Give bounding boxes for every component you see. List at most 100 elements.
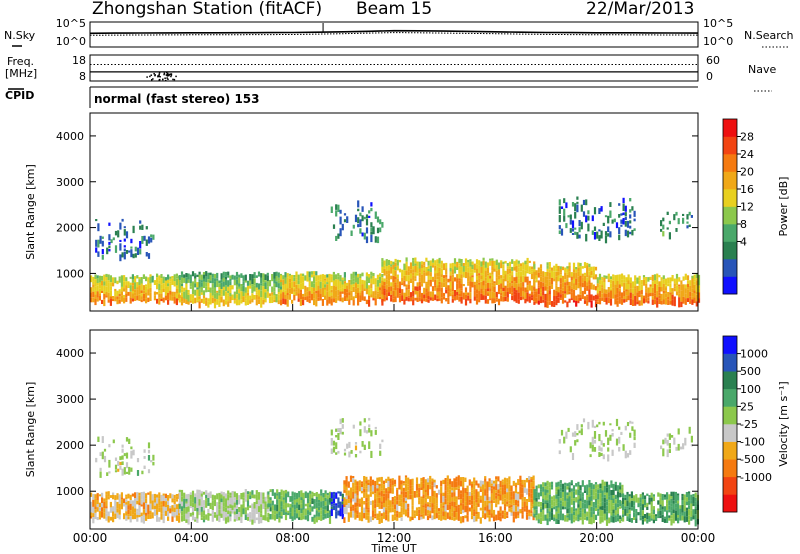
echo-cell	[311, 516, 314, 522]
echo-cell	[588, 482, 591, 488]
echo-cell	[612, 517, 615, 523]
echo-cell	[222, 492, 225, 497]
echo-cell	[658, 298, 661, 304]
echo-cell	[550, 512, 554, 520]
echo-cell	[677, 495, 680, 501]
echo-cell	[341, 499, 344, 502]
echo-cell	[171, 516, 174, 522]
echo-cell	[372, 278, 375, 285]
echo-cell	[131, 514, 134, 520]
echo-cell	[579, 283, 582, 287]
echo-cell	[357, 217, 360, 224]
echo-cell	[426, 513, 430, 516]
echo-cell	[209, 513, 212, 516]
echo-cell	[380, 496, 383, 502]
echo-cell	[423, 298, 426, 302]
echo-cell	[522, 262, 525, 270]
echo-cell	[467, 259, 470, 263]
echo-cell	[105, 280, 108, 287]
echo-cell	[273, 287, 276, 292]
echo-cell	[499, 513, 502, 517]
echo-cell	[354, 271, 357, 276]
echo-cell	[588, 289, 591, 292]
echo-cell	[508, 508, 511, 512]
echo-cell	[451, 298, 454, 303]
echo-cell	[639, 506, 642, 511]
echo-cell	[473, 506, 476, 510]
echo-cell	[140, 277, 143, 284]
echo-cell	[618, 447, 621, 452]
echo-cell	[429, 272, 432, 277]
echo-cell	[418, 281, 421, 286]
echo-cell	[519, 475, 522, 483]
echo-cell	[324, 513, 327, 519]
echo-cell	[555, 491, 558, 495]
nave-label: Nave	[748, 63, 777, 76]
echo-cell	[475, 514, 478, 517]
echo-cell	[200, 493, 203, 497]
echo-cell	[686, 289, 690, 294]
echo-cell	[668, 505, 671, 510]
echo-cell	[391, 480, 394, 485]
echo-cell	[356, 485, 359, 491]
echo-cell	[198, 499, 201, 506]
echo-cell	[101, 507, 104, 512]
echo-cell	[196, 501, 199, 508]
echo-cell	[546, 301, 549, 308]
echo-cell	[289, 507, 292, 513]
echo-cell	[218, 496, 221, 502]
echo-cell	[167, 274, 170, 280]
echo-cell	[579, 271, 582, 276]
echo-cell	[341, 284, 344, 288]
echo-cell	[295, 289, 298, 292]
echo-cell	[266, 506, 269, 509]
echo-cell	[459, 511, 463, 514]
echo-cell	[387, 491, 390, 494]
echo-cell	[120, 502, 123, 510]
echo-cell	[326, 499, 329, 506]
echo-cell	[651, 296, 654, 300]
echo-cell	[244, 514, 247, 520]
echo-cell	[553, 271, 556, 279]
echo-cell	[116, 495, 119, 500]
echo-cell	[96, 278, 99, 283]
echo-cell	[459, 505, 463, 512]
echo-cell	[280, 509, 283, 512]
echo-cell	[371, 491, 375, 495]
echo-cell	[282, 499, 285, 505]
echo-cell	[559, 498, 562, 501]
echo-cell	[467, 262, 470, 268]
echo-cell	[348, 292, 351, 296]
echo-cell	[387, 270, 391, 274]
echo-cell	[561, 297, 565, 304]
echo-cell	[370, 234, 373, 243]
echo-cell	[484, 270, 487, 278]
echo-cell	[315, 502, 318, 508]
echo-cell	[475, 480, 478, 486]
echo-cell	[403, 270, 406, 276]
echo-cell	[530, 513, 533, 517]
echo-cell	[189, 506, 192, 509]
echo-cell	[570, 280, 573, 287]
echo-cell	[659, 498, 662, 505]
echo-cell	[594, 274, 598, 280]
echo-cell	[231, 510, 234, 514]
echo-cell	[594, 507, 598, 511]
echo-cell	[500, 264, 503, 269]
echo-cell	[695, 273, 698, 279]
echo-cell	[614, 284, 617, 290]
echo-cell	[599, 509, 602, 517]
echo-cell	[528, 293, 531, 296]
echo-cell	[343, 489, 346, 493]
echo-cell	[605, 517, 609, 520]
echo-cell	[449, 268, 452, 272]
echo-cell	[495, 297, 498, 300]
echo-cell	[413, 491, 416, 498]
echo-cell	[120, 291, 123, 296]
echo-cell	[257, 494, 261, 500]
echo-cell	[324, 280, 327, 285]
echo-cell	[253, 508, 256, 513]
echo-cell	[394, 266, 397, 271]
echo-cell	[537, 504, 540, 507]
